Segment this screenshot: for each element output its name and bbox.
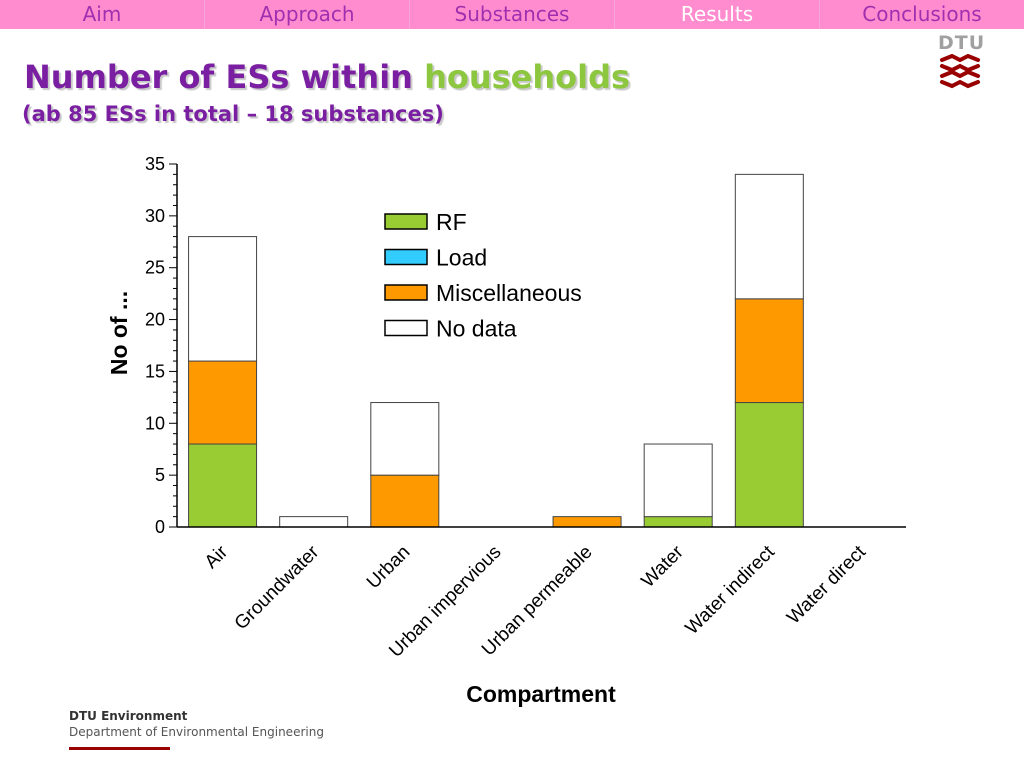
nav-tab-aim[interactable]: Aim	[0, 0, 205, 29]
slide-title: Number of ESs within households	[24, 58, 630, 96]
bar-air-no-data	[188, 236, 258, 362]
dtu-logo: DTU	[938, 32, 986, 94]
x-axis-title: Compartment	[466, 681, 616, 707]
y-tick-label: 10	[145, 413, 165, 433]
bar-urban-permeable-miscellaneous	[552, 516, 622, 528]
x-tick-label-urban: Urban	[363, 542, 414, 593]
slide-subtitle: (ab 85 ESs in total – 18 substances)	[22, 102, 444, 126]
footer-org-name: DTU Environment	[69, 709, 188, 723]
footer-department: Department of Environmental Engineering	[69, 725, 324, 739]
legend-swatch-no-data	[384, 319, 428, 337]
y-tick-label: 35	[145, 154, 165, 174]
nav-tab-conclusions[interactable]: Conclusions	[862, 2, 982, 26]
bar-water-no-data	[643, 443, 713, 518]
x-tick-label-groundwater: Groundwater	[231, 541, 324, 634]
slide-title-text: Number of ESs within	[24, 58, 425, 96]
bar-air-miscellaneous	[188, 360, 258, 445]
bar-air-rf	[188, 443, 258, 528]
dtu-logo-mark	[940, 53, 980, 89]
legend-swatch-rf	[384, 213, 428, 230]
slide-title-highlight: households	[424, 58, 631, 96]
nav-tab-substances[interactable]: Substances	[410, 0, 615, 29]
legend-label-no-data: No data	[436, 316, 517, 342]
top-navigation: Aim Approach Substances Results Conclusions	[0, 0, 1024, 29]
x-tick-label-water: Water	[638, 541, 689, 592]
bar-water-indirect-rf	[734, 402, 804, 528]
legend-swatch-miscellaneous	[384, 284, 428, 301]
y-tick-label: 0	[155, 517, 165, 537]
x-tick-label-air: Air	[201, 541, 233, 573]
bar-groundwater-no-data	[279, 516, 349, 528]
legend-label-load: Load	[436, 245, 487, 271]
bar-water-indirect-no-data	[734, 173, 804, 300]
y-tick-label: 25	[145, 258, 165, 278]
bar-water-indirect-miscellaneous	[734, 298, 804, 404]
y-axis-title: No of ...	[106, 291, 132, 375]
legend-label-miscellaneous: Miscellaneous	[436, 280, 582, 306]
bar-urban-no-data	[370, 402, 440, 476]
bar-water-rf	[643, 516, 713, 528]
y-tick-label: 30	[145, 206, 165, 226]
y-tick-label: 15	[145, 361, 165, 381]
nav-tab-results[interactable]: Results	[615, 0, 820, 29]
dtu-logo-text: DTU	[938, 32, 986, 54]
bar-urban-miscellaneous	[370, 474, 440, 528]
x-tick-label-water-direct: Water direct	[783, 541, 870, 628]
nav-tab-approach[interactable]: Approach	[205, 0, 410, 29]
footer-accent-bar	[69, 747, 170, 750]
x-tick-label-water-indirect: Water indirect	[682, 541, 780, 639]
y-tick-label: 5	[155, 465, 165, 485]
y-tick-label: 20	[145, 310, 165, 330]
legend-swatch-load	[384, 248, 428, 266]
legend-label-rf: RF	[436, 209, 467, 235]
